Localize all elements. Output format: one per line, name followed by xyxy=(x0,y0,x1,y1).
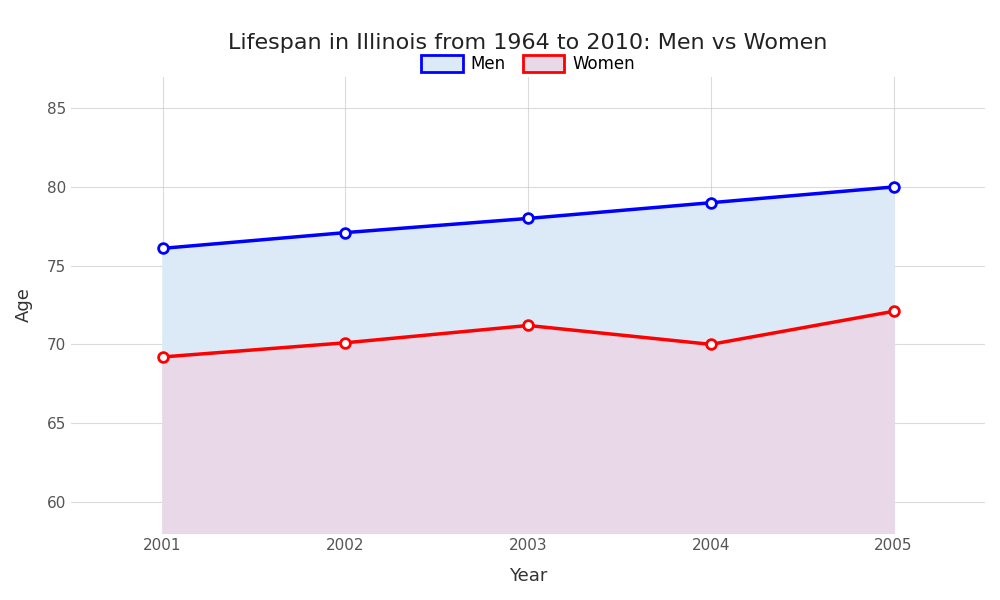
X-axis label: Year: Year xyxy=(509,567,547,585)
Y-axis label: Age: Age xyxy=(15,287,33,322)
Legend: Men, Women: Men, Women xyxy=(414,49,642,80)
Title: Lifespan in Illinois from 1964 to 2010: Men vs Women: Lifespan in Illinois from 1964 to 2010: … xyxy=(228,33,828,53)
